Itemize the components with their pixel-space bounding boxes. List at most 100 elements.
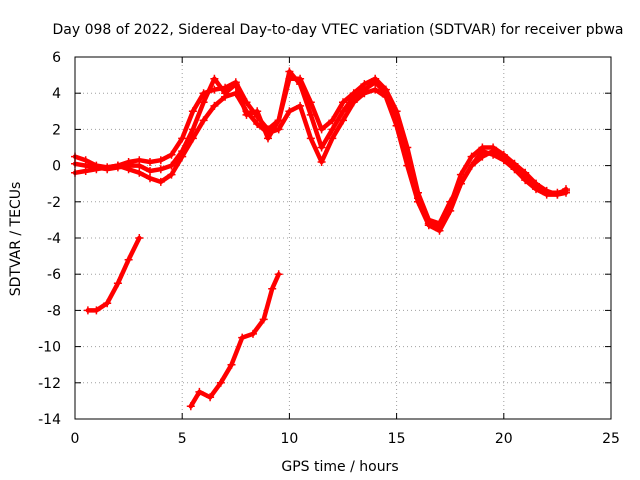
data-point [317,125,326,134]
data-point [521,176,530,185]
data-point [210,101,219,110]
y-tick-label: -2 [47,195,61,211]
series-track-d [83,234,144,315]
data-point [403,152,412,161]
data-point [268,284,277,293]
x-axis-label: GPS time / hours [281,459,398,475]
x-tick-label: 0 [71,431,80,447]
data-point [499,150,508,159]
data-point [146,174,154,183]
data-point [186,402,195,411]
data-point [178,134,187,143]
y-tick-label: -6 [47,267,61,283]
data-point [285,67,294,76]
data-point [156,156,165,165]
data-point [317,158,326,166]
data-point [339,107,347,116]
data-point [328,125,337,134]
data-point [199,98,208,107]
data-point [274,116,283,125]
data-point [259,315,268,324]
data-point [227,360,236,369]
data-point [135,168,144,177]
data-point [167,170,176,179]
data-point [135,161,144,170]
data-point [221,89,230,98]
data-point [124,161,133,170]
data-point [446,201,455,210]
data-point [285,107,294,116]
x-tick-label: 10 [280,431,298,447]
x-tick-label: 20 [495,431,513,447]
data-point [81,161,90,170]
data-point [306,110,315,119]
series-layer [71,67,570,411]
y-tick-label: -12 [38,376,61,392]
data-point [238,333,247,342]
series-line [188,271,281,409]
data-point [167,161,176,170]
x-tick-label: 15 [388,431,406,447]
data-point [216,378,225,387]
y-tick-label: -10 [38,340,61,356]
data-point [371,78,380,87]
series-track-e [186,270,283,411]
data-point [167,150,176,159]
y-tick-label: -8 [47,303,61,319]
data-point [274,270,283,279]
data-point [210,74,219,83]
data-point [146,167,154,175]
data-point [146,158,154,166]
data-point [371,85,380,94]
y-tick-label: 0 [52,159,61,175]
data-point [339,116,347,125]
data-point [360,85,369,94]
data-point [381,89,390,98]
y-tick-label: 2 [52,122,61,138]
data-point [553,190,562,199]
series-track-c [71,67,570,232]
data-point [199,116,208,125]
x-tick-label: 25 [602,431,620,447]
data-point [253,107,262,116]
data-point [156,165,165,174]
data-point [113,279,122,288]
data-point [113,163,122,172]
data-point [562,185,570,194]
data-point [467,161,476,170]
data-point [489,150,498,159]
data-point [296,80,305,89]
data-point [435,223,444,232]
data-point [103,299,112,308]
data-point [274,125,283,134]
data-point [478,143,487,152]
y-tick-label: -14 [38,412,61,428]
data-point [328,116,337,125]
data-point [467,152,476,161]
plot-frame [74,56,612,420]
data-point [195,387,204,396]
y-tick-label: 6 [52,50,61,66]
ticks: 0 5 10 15 20 25 -14 -12 -10 -8 -6 -4 -2 0 2 4 6 [38,50,620,447]
data-point [188,125,197,134]
data-point [206,393,215,402]
data-point [92,163,101,172]
data-point [521,168,530,177]
data-point [188,107,197,116]
data-point [489,143,498,152]
data-point [296,101,305,110]
data-point [92,306,101,315]
y-axis-label: SDTVAR / TECUs [8,182,24,297]
y-tick-label: 4 [52,86,61,102]
grid [75,57,611,419]
data-point [317,143,326,152]
data-point [156,177,165,186]
data-point [242,110,251,119]
data-point [349,92,358,101]
data-point [178,147,187,156]
data-point [231,80,240,89]
data-point [532,179,540,188]
data-point [414,194,422,203]
data-point [249,329,257,338]
